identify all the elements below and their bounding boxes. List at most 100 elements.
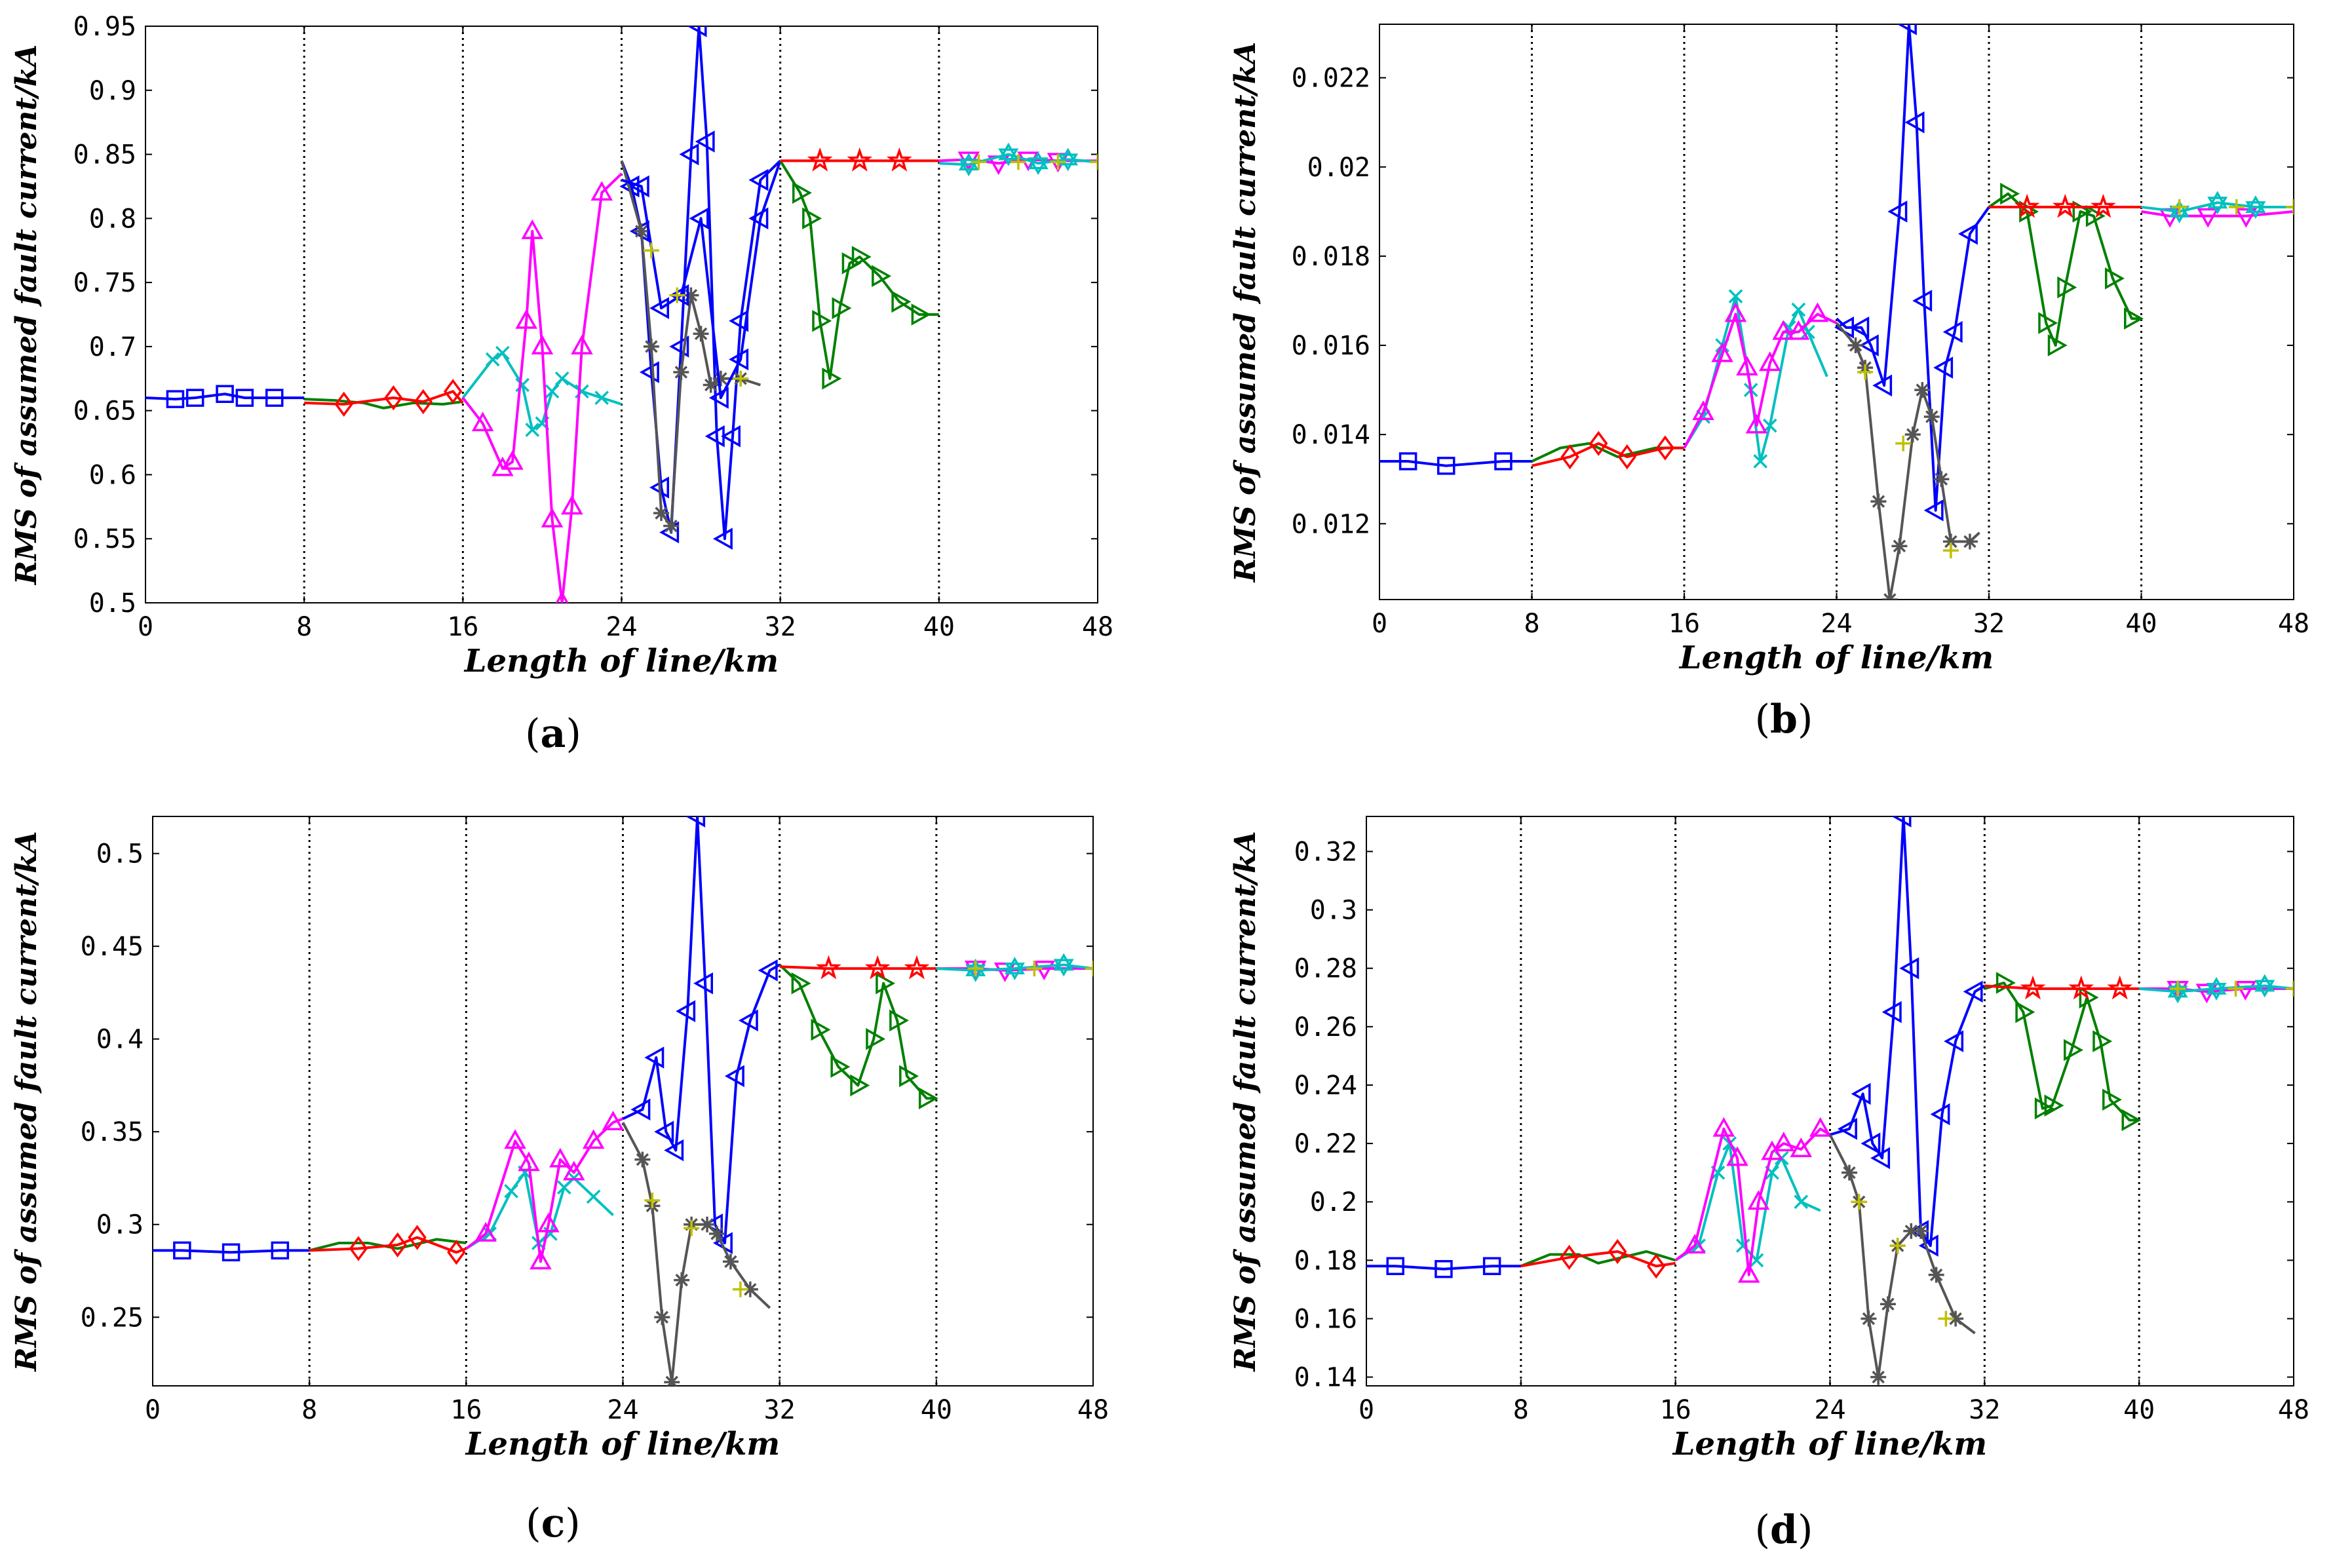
data-point-marker <box>582 1129 605 1149</box>
data-point-marker <box>684 1220 700 1236</box>
series-s2 <box>1520 1250 1676 1268</box>
subplot-caption: (d) <box>1755 1507 1813 1553</box>
data-point-marker <box>699 1216 716 1233</box>
series-line <box>1984 982 2140 1122</box>
series-line <box>621 160 782 400</box>
data-point-marker <box>2015 1001 2035 1023</box>
x-tick-label: 0 <box>138 612 153 642</box>
data-point-marker <box>674 1272 690 1288</box>
data-point-marker <box>864 955 891 980</box>
data-point-marker <box>644 1046 665 1069</box>
caption-close: ) <box>565 1501 580 1546</box>
data-point-marker <box>1933 356 1954 379</box>
series-s6 <box>1834 24 1990 522</box>
series-line <box>1683 295 1828 463</box>
data-point-marker <box>1881 1001 1902 1023</box>
data-point-marker <box>349 1236 368 1261</box>
data-point-marker <box>709 1225 725 1242</box>
x-tick-label: 32 <box>1969 1395 2000 1425</box>
data-point-marker <box>562 1160 585 1181</box>
data-point-marker <box>590 181 613 201</box>
data-point-marker <box>444 379 463 404</box>
data-point-marker <box>1684 1234 1706 1254</box>
x-tick-label: 8 <box>296 612 312 642</box>
data-point-marker <box>822 367 842 390</box>
data-point-marker <box>1933 471 1950 488</box>
data-point-marker <box>1930 1103 1950 1126</box>
chart-panel-a: 0 8 16 24 32 40 48 0.5 0.55 0.6 0.65 0.7 0.75 0.8 0.85… <box>10 12 1113 757</box>
x-tick-label: 24 <box>1821 609 1852 639</box>
data-point-marker <box>649 297 669 320</box>
data-point-marker <box>742 1281 758 1297</box>
x-axis-label: Length of line/km <box>1672 1426 1987 1463</box>
data-point-marker <box>1861 1132 1881 1155</box>
x-tick-label: 48 <box>2278 1395 2309 1425</box>
data-point-marker <box>693 972 714 995</box>
data-point-marker <box>1028 151 1049 176</box>
y-tick-label: 0.65 <box>73 396 136 427</box>
data-point-marker <box>1589 430 1608 456</box>
data-point-marker <box>644 1192 661 1208</box>
data-point-marker <box>2227 980 2244 997</box>
data-point-marker <box>1944 1030 1964 1052</box>
data-point-marker <box>594 391 609 405</box>
data-point-marker <box>1806 302 1829 322</box>
subplot-caption: (c) <box>526 1501 580 1546</box>
x-tick-label: 40 <box>921 1395 952 1425</box>
data-point-marker <box>851 246 872 268</box>
caption-open: ( <box>525 711 540 757</box>
x-tick-label: 24 <box>1814 1395 1845 1425</box>
data-point-marker <box>2171 199 2188 216</box>
y-tick-label: 0.26 <box>1294 1012 1357 1042</box>
x-tick-label: 40 <box>2125 609 2157 639</box>
y-tick-label: 0.016 <box>1292 331 1370 361</box>
x-tick-label: 0 <box>1359 1395 1374 1425</box>
data-point-marker <box>216 385 234 403</box>
plot-area <box>153 816 1093 1386</box>
data-point-marker <box>703 377 719 393</box>
y-tick-label: 0.3 <box>96 1210 144 1240</box>
data-point-marker <box>545 384 560 399</box>
data-point-marker <box>733 370 749 387</box>
data-point-marker <box>847 147 873 172</box>
data-point-marker <box>1891 538 1908 554</box>
y-axis-label: RMS of assumed fault current/kA <box>1229 831 1262 1373</box>
series-s13 <box>643 154 1098 387</box>
data-point-marker <box>1923 499 1944 522</box>
data-point-marker <box>1938 1310 1954 1327</box>
data-point-marker <box>654 1309 670 1326</box>
data-point-marker <box>1870 1369 1887 1385</box>
data-point-marker <box>1398 452 1417 470</box>
series-s1 <box>153 1241 310 1261</box>
data-point-marker <box>998 142 1019 166</box>
series-s13 <box>1857 199 2294 559</box>
data-point-marker <box>1647 1253 1666 1279</box>
data-point-marker <box>1090 154 1098 170</box>
data-point-marker <box>1961 533 1978 550</box>
series-line <box>465 1117 624 1263</box>
x-axis-label: Length of line/km <box>1678 640 1994 676</box>
data-point-marker <box>633 223 649 239</box>
data-point-marker <box>1790 1138 1813 1157</box>
series-s7 <box>620 160 762 534</box>
data-point-marker <box>1085 961 1093 977</box>
y-tick-label: 0.02 <box>1307 153 1370 183</box>
data-point-marker <box>729 348 749 371</box>
series-line <box>304 390 464 406</box>
data-point-marker <box>1889 1238 1906 1254</box>
data-point-marker <box>1053 953 1074 977</box>
series-s2 <box>304 398 463 410</box>
data-point-marker <box>518 1151 540 1172</box>
series-line <box>153 1249 310 1254</box>
data-point-marker <box>1794 1195 1809 1210</box>
data-point-marker <box>2245 195 2266 219</box>
data-point-marker <box>414 389 433 415</box>
x-tick-label: 48 <box>1077 1395 1109 1425</box>
data-point-marker <box>2235 208 2258 228</box>
series-line <box>1828 1134 1976 1379</box>
data-point-marker <box>2014 193 2040 218</box>
data-point-marker <box>185 389 204 407</box>
data-point-marker <box>501 449 524 470</box>
data-point-marker <box>388 1232 407 1258</box>
x-tick-label: 32 <box>1973 609 2005 639</box>
